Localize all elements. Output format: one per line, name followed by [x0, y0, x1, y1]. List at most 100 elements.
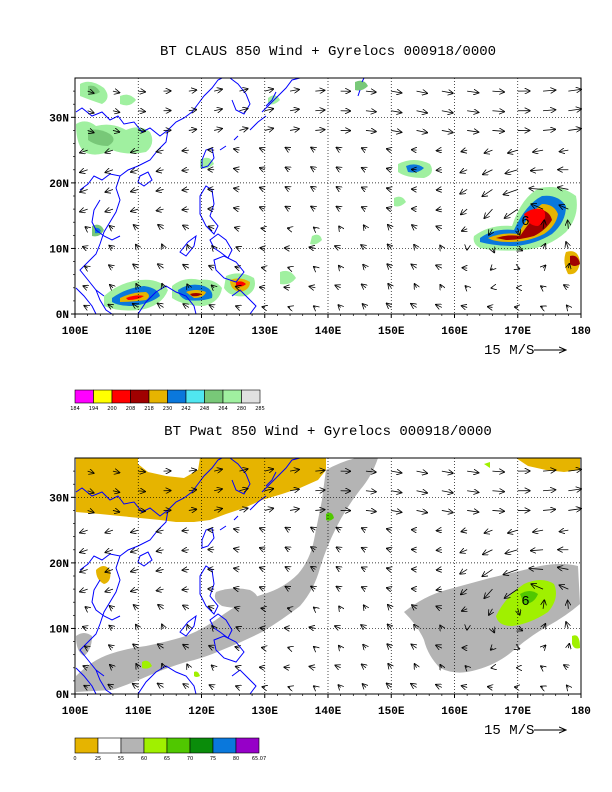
wind-vector — [338, 305, 340, 307]
wind-vector — [260, 148, 265, 150]
wind-vector — [492, 130, 504, 131]
wind-vector — [264, 489, 273, 491]
wind-vector — [541, 307, 543, 308]
y-tick-label: 30N — [49, 493, 69, 505]
panel-1-vectors — [80, 89, 581, 307]
panel-2-title: BT Pwat 850 Wind + Gyrelocs 000918/0000 — [164, 424, 492, 440]
wind-vector — [234, 568, 239, 569]
wind-vector — [568, 489, 581, 491]
wind-vector — [465, 666, 467, 668]
wind-vector — [387, 549, 391, 550]
colorbar-label: 0 — [73, 756, 76, 762]
wind-vector — [138, 510, 145, 511]
wind-vector — [387, 188, 391, 189]
coastline-ryukyu — [219, 515, 239, 531]
x-tick-label: 160E — [441, 706, 468, 718]
wind-vector — [482, 189, 493, 196]
wind-vector — [391, 510, 401, 512]
wind-vector — [188, 129, 196, 130]
wind-vector — [234, 169, 239, 170]
wind-vector — [85, 646, 88, 648]
wind-vector — [337, 148, 341, 150]
wind-vector — [311, 187, 315, 190]
wind-vector — [133, 304, 138, 308]
y-tick-label: 20N — [49, 559, 69, 571]
wind-vector — [337, 187, 341, 189]
wind-vector — [84, 306, 87, 308]
coastline-hainan — [137, 551, 153, 567]
wind-vector — [529, 568, 544, 569]
wind-vector — [183, 225, 190, 228]
colorbar-swatch — [74, 737, 99, 754]
colorbar-swatch — [166, 737, 191, 754]
wind-vector — [234, 149, 239, 150]
wind-vector — [260, 207, 265, 209]
wind-vector — [315, 510, 324, 511]
wind-vector — [437, 550, 442, 551]
wind-vector — [83, 286, 87, 288]
wind-vector — [80, 589, 88, 592]
wind-vector — [489, 608, 493, 615]
wind-vector — [441, 91, 453, 93]
colorbar-label: 200 — [107, 406, 117, 412]
wind-vector — [484, 588, 493, 598]
wind-vector — [314, 267, 315, 268]
colorbar-swatch — [241, 389, 261, 404]
y-tick-label: 10N — [49, 244, 69, 256]
colorbar-label: 264 — [218, 406, 228, 412]
wind-vector — [80, 189, 88, 192]
wind-vector — [157, 209, 164, 211]
coastline-gulf — [91, 199, 121, 241]
wind-vector — [286, 547, 290, 549]
colorbar-label: 280 — [237, 406, 247, 412]
wind-vector — [462, 530, 468, 531]
wind-vector — [462, 306, 467, 308]
wind-vector — [83, 247, 88, 249]
colorbar-swatch — [204, 389, 224, 404]
wind-vector — [182, 550, 189, 551]
wind-vector — [363, 684, 366, 687]
wind-vector — [462, 686, 467, 688]
y-tick-label: 10N — [49, 624, 69, 636]
wind-vector — [362, 528, 366, 530]
wind-vector — [558, 187, 569, 189]
wind-vector — [485, 150, 493, 153]
wind-vector — [484, 208, 493, 218]
wind-vector — [212, 665, 214, 667]
wind-vector — [531, 550, 544, 551]
wind-vector — [391, 130, 401, 132]
wind-vector — [260, 248, 264, 249]
wind-vector — [388, 625, 392, 629]
wind-vector — [112, 91, 119, 93]
wind-vector — [239, 508, 247, 510]
wind-vector — [311, 547, 315, 550]
wind-vector — [162, 245, 164, 249]
claus-patch-vietnam-core — [95, 227, 101, 234]
wind-vector — [363, 645, 366, 648]
wind-vector — [387, 304, 392, 308]
wind-vector — [482, 569, 493, 576]
wind-vector — [136, 625, 138, 629]
wind-vector — [157, 569, 164, 571]
wind-vector — [411, 304, 416, 308]
wind-vector — [339, 266, 341, 268]
colorbar-label: 242 — [181, 406, 191, 412]
colorbar-swatch — [93, 389, 113, 404]
wind-vector — [440, 285, 441, 288]
wind-vector — [311, 567, 315, 570]
wind-vector — [361, 625, 366, 628]
colorbar-label: 65 — [164, 756, 170, 762]
wind-vector — [337, 547, 341, 549]
wind-vector — [162, 664, 163, 668]
panel-1-gyre-label: 6 — [521, 214, 529, 230]
wind-vector — [109, 246, 113, 249]
colorbar-label: 70 — [187, 756, 193, 762]
wind-vector — [437, 150, 442, 151]
wind-vector — [188, 490, 196, 491]
wind-vector — [214, 89, 222, 91]
wind-vector — [83, 666, 87, 668]
wind-vector — [187, 245, 188, 248]
coastline-hainan — [137, 171, 153, 187]
wind-vector — [85, 266, 88, 268]
wind-vector — [105, 589, 114, 592]
